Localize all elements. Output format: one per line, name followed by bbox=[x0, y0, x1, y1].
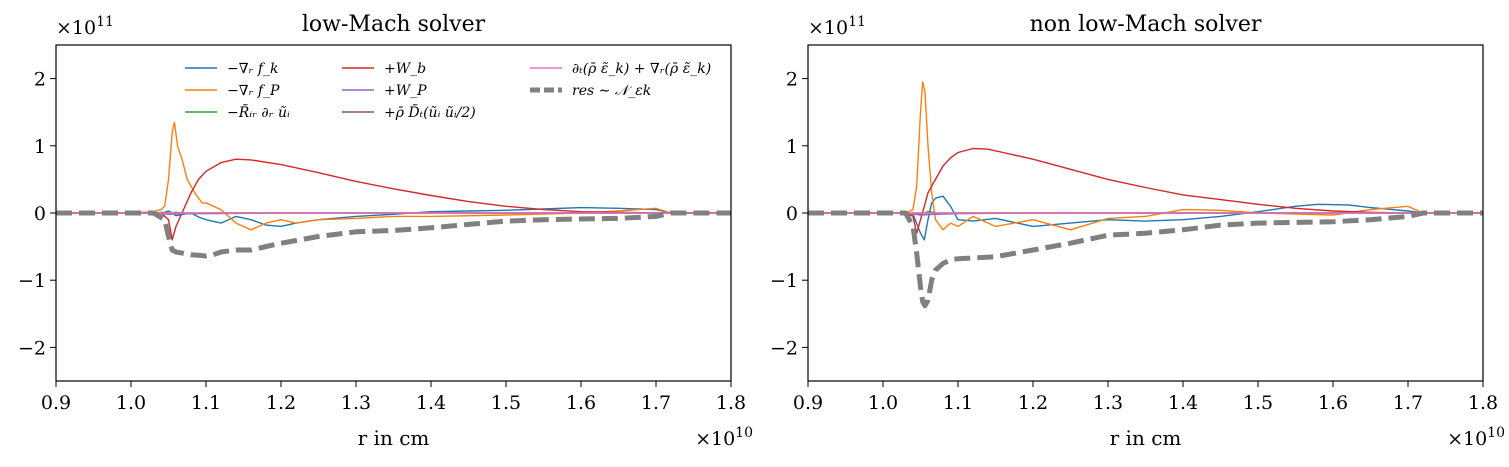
legend-label: −∇ᵣ f_k bbox=[227, 61, 278, 77]
y-tick-label: −1 bbox=[18, 270, 46, 292]
legend-label: +W_b bbox=[384, 61, 426, 77]
x-tick-label: 0.9 bbox=[793, 392, 823, 414]
y-offset-multiplier: ×1011 bbox=[56, 14, 114, 39]
y-tick-label: −2 bbox=[18, 337, 46, 359]
x-tick-label: 1.8 bbox=[716, 392, 746, 414]
y-tick-label: 1 bbox=[34, 136, 46, 158]
chart-title: low-Mach solver bbox=[302, 12, 486, 37]
x-axis-label: r in cm bbox=[358, 426, 430, 450]
y-tick-label: 2 bbox=[34, 69, 46, 91]
x-tick-label: 1.5 bbox=[1243, 392, 1273, 414]
y-tick-label: 0 bbox=[34, 203, 46, 225]
legend-label: +ρ̄ D̃ₜ(ũᵢ ũᵢ/2) bbox=[384, 103, 476, 121]
series-line-7 bbox=[808, 210, 1483, 309]
x-tick-label: 1.2 bbox=[1018, 392, 1048, 414]
legend-label: +W_P bbox=[384, 83, 427, 99]
y-tick-label: −2 bbox=[770, 337, 798, 359]
x-offset-multiplier: ×1010 bbox=[1447, 425, 1505, 450]
chart-panel-low-mach: 0.9 1.0 1.1 1.2 1.3 1.4 1.5 1.6 1.7 1.8 −2 −1 0 1 2 low… bbox=[18, 12, 753, 450]
y-tick-label: 2 bbox=[786, 69, 798, 91]
x-tick-label: 1.5 bbox=[491, 392, 521, 414]
x-tick-label: 1.0 bbox=[868, 392, 898, 414]
x-tick-label: 1.7 bbox=[1393, 392, 1423, 414]
series-group bbox=[56, 121, 731, 259]
legend-label: ∂ₜ(ρ̄ ε̃_k) + ∇ᵣ(ρ̄ ε̃_k) bbox=[572, 61, 711, 77]
y-offset-multiplier: ×1011 bbox=[808, 14, 866, 39]
y-tick-label: −1 bbox=[770, 270, 798, 292]
series-line-1 bbox=[56, 121, 731, 231]
series-line-3 bbox=[56, 158, 731, 241]
x-axis-label: r in cm bbox=[1110, 426, 1182, 450]
legend-label: res ∼ 𝒩_εk bbox=[572, 83, 651, 99]
x-tick-label: 1.6 bbox=[1318, 392, 1348, 414]
x-tick-label: 1.1 bbox=[191, 392, 221, 414]
x-tick-label: 1.6 bbox=[566, 392, 596, 414]
x-tick-label: 0.9 bbox=[41, 392, 71, 414]
x-tick-label: 1.8 bbox=[1468, 392, 1498, 414]
chart-panel-non-low-mach: 0.9 1.0 1.1 1.2 1.3 1.4 1.5 1.6 1.7 1.8 −2 −1 0 1 2 non… bbox=[770, 12, 1505, 450]
x-tick-label: 1.3 bbox=[341, 392, 371, 414]
series-line-1 bbox=[808, 81, 1483, 231]
x-tick-label: 1.2 bbox=[266, 392, 296, 414]
x-tick-label: 1.4 bbox=[1168, 392, 1198, 414]
legend-label: −∇ᵣ f_P bbox=[227, 83, 280, 99]
x-offset-multiplier: ×1010 bbox=[695, 425, 753, 450]
chart-title: non low-Mach solver bbox=[1030, 12, 1262, 37]
series-group bbox=[808, 81, 1483, 309]
series-line-7 bbox=[56, 210, 731, 259]
x-tick-label: 1.3 bbox=[1093, 392, 1123, 414]
y-tick-label: 0 bbox=[786, 203, 798, 225]
x-tick-label: 1.4 bbox=[416, 392, 446, 414]
legend: −∇ᵣ f_k −∇ᵣ f_P −R̃ᵢᵣ ∂ᵣ ũᵢ +W_b +W_P +ρ̄ D̃ₜ… bbox=[185, 61, 711, 121]
x-tick-label: 1.0 bbox=[116, 392, 146, 414]
legend-label: −R̃ᵢᵣ ∂ᵣ ũᵢ bbox=[227, 103, 290, 121]
x-tick-label: 1.1 bbox=[943, 392, 973, 414]
y-tick-label: 1 bbox=[786, 136, 798, 158]
x-tick-label: 1.7 bbox=[641, 392, 671, 414]
